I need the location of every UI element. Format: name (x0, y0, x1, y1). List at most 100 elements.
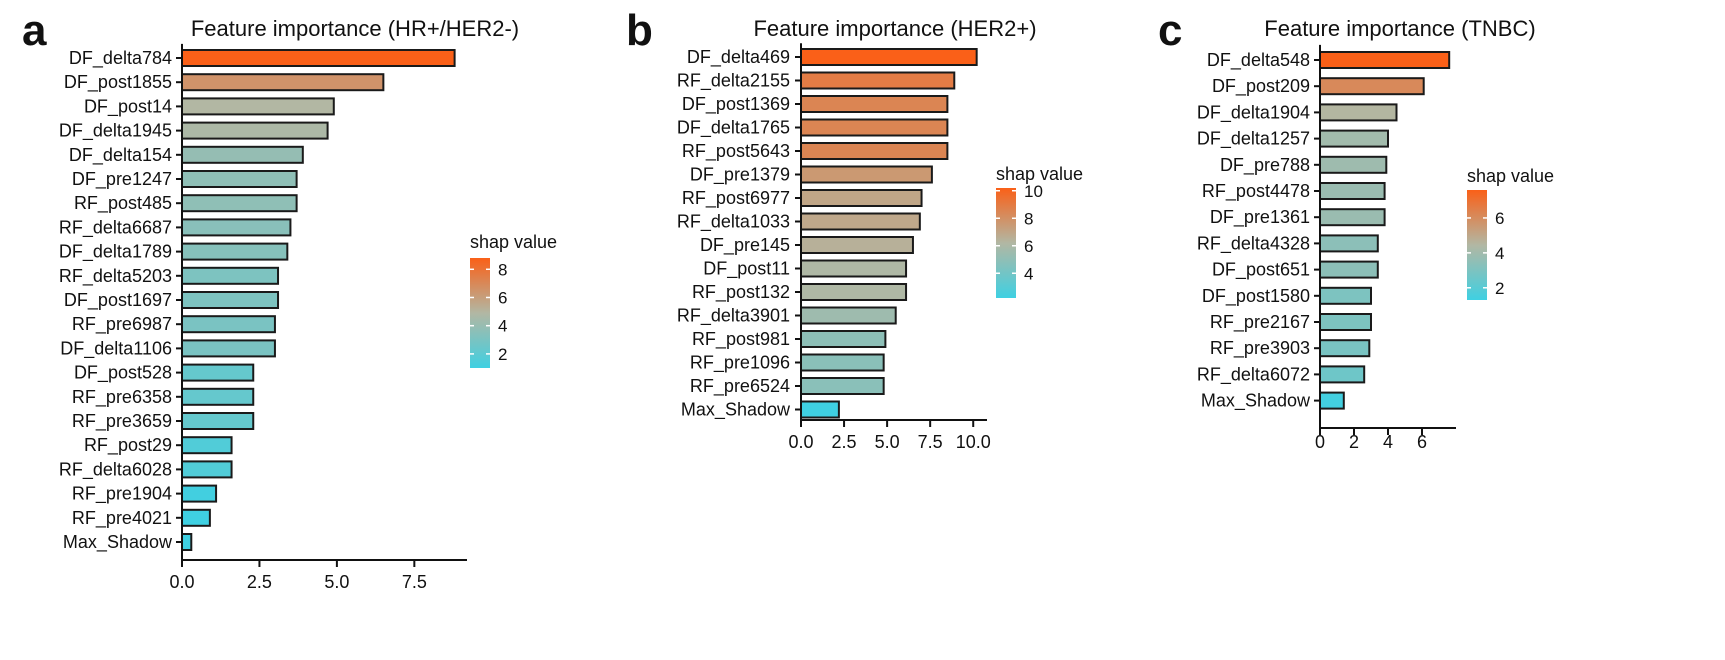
chart-title: Feature importance (HR+/HER2-) (191, 16, 519, 41)
category-label: DF_delta1789 (59, 242, 172, 263)
legend-title: shap value (996, 164, 1083, 184)
bar (1319, 391, 1345, 410)
category-label: DF_post528 (74, 363, 172, 384)
bar (181, 533, 193, 551)
bar (181, 49, 456, 67)
x-tick-label: 7.5 (402, 572, 427, 592)
legend-tick-label: 4 (1024, 264, 1033, 283)
x-tick-label: 0 (1315, 432, 1325, 452)
bar (181, 484, 218, 503)
category-label: DF_delta548 (1207, 50, 1310, 71)
category-label: DF_post651 (1212, 260, 1310, 281)
bar (1319, 103, 1398, 122)
x-tick-label: 7.5 (918, 432, 943, 452)
category-label: RF_delta6028 (59, 459, 172, 480)
category-label: Max_Shadow (681, 400, 791, 421)
category-label: DF_delta784 (69, 48, 172, 69)
legend-tick-label: 6 (1495, 209, 1504, 228)
category-label: RF_pre6987 (72, 314, 172, 335)
legend-colorbar (1467, 190, 1487, 300)
category-label: RF_pre1904 (72, 484, 172, 505)
legend-tick-label: 6 (498, 288, 507, 307)
panel-c: c Feature importance (TNBC) DF_delta548 DF_… (1158, 6, 1554, 452)
x-tick-label: 0.0 (169, 572, 194, 592)
bar (800, 212, 921, 231)
category-label: RF_delta2155 (677, 71, 790, 92)
bar (181, 218, 292, 237)
bar (181, 508, 211, 527)
category-label: RF_pre3659 (72, 411, 172, 432)
category-label: RF_post485 (74, 193, 172, 214)
category-label: RF_post6977 (682, 188, 790, 209)
category-label: Max_Shadow (63, 532, 173, 553)
bar (181, 436, 233, 455)
category-label: DF_delta1765 (677, 118, 790, 139)
bar (800, 330, 887, 348)
category-label: RF_pre6358 (72, 387, 172, 408)
legend-title: shap value (470, 232, 557, 252)
category-label: DF_delta1904 (1197, 102, 1310, 123)
legend-tick-label: 2 (1495, 279, 1504, 298)
category-label: RF_pre4021 (72, 508, 172, 529)
bar (1319, 155, 1388, 174)
bar (800, 377, 885, 395)
bar (1319, 313, 1372, 331)
category-label: DF_pre1247 (72, 169, 172, 190)
legend-title: shap value (1467, 166, 1554, 186)
category-label: RF_pre1096 (690, 353, 790, 374)
bar (181, 339, 276, 358)
bar (800, 259, 908, 278)
chart-title: Feature importance (TNBC) (1264, 16, 1535, 41)
bar (181, 315, 276, 334)
bar (1319, 286, 1372, 305)
bar (181, 73, 385, 92)
bar (800, 306, 897, 325)
bar (181, 194, 298, 213)
x-tick-label: 2.5 (247, 572, 272, 592)
bar (1319, 51, 1451, 69)
bar (800, 48, 978, 66)
bar (800, 353, 885, 372)
category-label: DF_delta1106 (60, 338, 172, 359)
legend-tick-label: 8 (498, 260, 507, 279)
category-label: RF_post981 (692, 329, 790, 350)
category-label: DF_delta469 (687, 47, 790, 68)
category-label: RF_delta1033 (677, 212, 790, 233)
bar (800, 165, 933, 184)
category-label: DF_pre788 (1220, 155, 1310, 176)
category-label: Max_Shadow (1201, 391, 1311, 412)
bar (800, 400, 840, 419)
bar (1319, 365, 1366, 384)
bar (1319, 234, 1379, 253)
chart-title: Feature importance (HER2+) (753, 16, 1036, 41)
panel-letter: b (626, 6, 653, 55)
bar (800, 142, 949, 160)
x-tick-label: 0.0 (788, 432, 813, 452)
category-label: RF_post132 (692, 282, 790, 303)
x-tick-label: 4 (1383, 432, 1393, 452)
category-label: DF_post1697 (64, 290, 172, 311)
legend-colorbar (470, 258, 490, 368)
bar (181, 170, 298, 188)
category-label: DF_pre1379 (690, 165, 790, 186)
panel-letter: c (1158, 6, 1182, 55)
bar (1319, 208, 1386, 227)
legend-tick-label: 4 (498, 317, 507, 336)
bar (181, 412, 255, 430)
bar (1319, 260, 1379, 279)
bar (1319, 129, 1389, 148)
category-label: DF_delta1945 (59, 121, 172, 142)
bar (1319, 182, 1386, 200)
category-label: DF_delta1257 (1197, 129, 1310, 150)
legend-tick-label: 6 (1024, 237, 1033, 256)
x-tick-label: 6 (1417, 432, 1427, 452)
category-label: DF_delta154 (69, 145, 172, 166)
category-label: DF_post14 (84, 96, 172, 117)
bar (181, 145, 304, 164)
category-label: DF_post1369 (682, 94, 790, 115)
category-label: RF_post4478 (1202, 181, 1310, 202)
category-label: RF_delta4328 (1197, 233, 1310, 254)
category-label: RF_pre6524 (690, 376, 790, 397)
bar (181, 121, 329, 140)
